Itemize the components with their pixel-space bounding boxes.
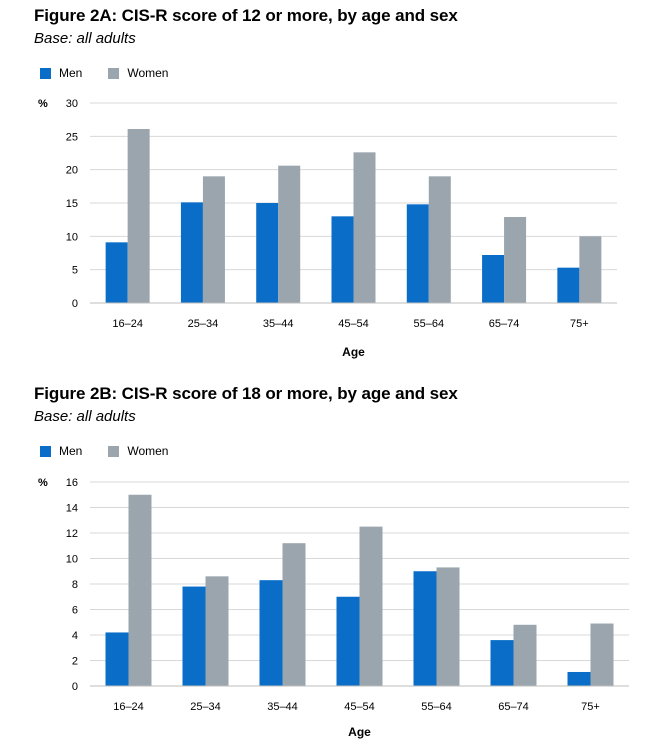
y-tick-label: 14 xyxy=(66,503,78,515)
x-tick-label: 45–54 xyxy=(344,701,375,713)
legend-item-men: Men xyxy=(40,66,82,80)
x-tick-label: 55–64 xyxy=(421,701,452,713)
x-tick-label: 45–54 xyxy=(338,318,369,330)
x-axis-label: Age xyxy=(348,725,371,739)
y-tick-label: 6 xyxy=(72,605,78,617)
bar-men-1 xyxy=(182,586,206,686)
bar-women-0 xyxy=(127,129,150,303)
bar-men-5 xyxy=(490,640,514,686)
legend-item-women: Women xyxy=(108,444,168,458)
y-tick-label: 10 xyxy=(66,554,78,566)
bar-men-2 xyxy=(259,580,283,686)
bar-men-0 xyxy=(105,632,129,686)
figure-2b: Figure 2B: CIS-R score of 18 or more, by… xyxy=(0,378,666,746)
y-tick-label: 16 xyxy=(66,477,78,489)
legend: Men Women xyxy=(40,444,194,458)
x-tick-label: 75+ xyxy=(581,701,600,713)
chart-subtitle: Base: all adults xyxy=(34,30,136,47)
y-tick-label: 15 xyxy=(66,198,78,210)
y-tick-label: 2 xyxy=(72,656,78,668)
legend-label-women: Women xyxy=(127,66,169,80)
y-tick-label: 25 xyxy=(66,131,78,143)
bar-women-0 xyxy=(128,494,152,686)
bar-men-0 xyxy=(105,242,128,303)
y-axis-label: % xyxy=(38,477,48,489)
x-axis-label: Age xyxy=(342,345,365,359)
y-tick-label: 8 xyxy=(72,579,78,591)
x-tick-label: 65–74 xyxy=(489,318,520,330)
legend-label-men: Men xyxy=(59,444,83,458)
x-tick-label: 16–24 xyxy=(113,701,144,713)
bar-men-6 xyxy=(567,671,591,686)
chart-title: Figure 2B: CIS-R score of 18 or more, by… xyxy=(34,384,458,403)
x-tick-label: 75+ xyxy=(570,318,589,330)
bar-men-3 xyxy=(331,216,354,303)
bar-women-6 xyxy=(590,623,614,686)
bar-women-3 xyxy=(359,526,383,686)
x-tick-label: 25–34 xyxy=(190,701,221,713)
legend-swatch-men xyxy=(40,445,51,457)
bar-men-4 xyxy=(406,204,429,303)
legend-item-women: Women xyxy=(108,66,168,80)
legend-item-men: Men xyxy=(40,444,82,458)
bar-women-6 xyxy=(579,236,602,303)
x-tick-label: 25–34 xyxy=(188,318,219,330)
y-tick-label: 0 xyxy=(72,298,78,310)
bar-men-6 xyxy=(557,267,580,303)
x-tick-label: 35–44 xyxy=(263,318,294,330)
y-tick-label: 20 xyxy=(66,165,78,177)
y-tick-label: 12 xyxy=(66,528,78,540)
bar-chart-2a: 0 5 10 15 20 25 30% 16–24 25–34 35–44 45–54 55–64 65… xyxy=(38,98,617,359)
legend-label-women: Women xyxy=(127,444,169,458)
bar-women-4 xyxy=(428,176,451,303)
bar-women-4 xyxy=(436,567,460,686)
figure-2a: Figure 2A: CIS-R score of 12 or more, by… xyxy=(0,0,666,372)
bar-men-5 xyxy=(482,255,505,303)
y-tick-label: 30 xyxy=(66,98,78,110)
legend-label-men: Men xyxy=(59,66,83,80)
bar-women-1 xyxy=(205,576,229,686)
bar-women-2 xyxy=(282,543,306,686)
y-tick-label: 10 xyxy=(66,231,78,243)
legend-swatch-women xyxy=(108,67,120,79)
legend-swatch-men xyxy=(40,67,51,79)
bar-women-5 xyxy=(504,217,527,303)
legend-swatch-women xyxy=(108,445,120,457)
bar-women-2 xyxy=(278,165,301,303)
bar-chart-2b: 0 2 4 6 8 10 12 14 16% 16–24 25–34 35–44 45–54 55–64 6… xyxy=(38,477,629,739)
y-axis-label: % xyxy=(38,98,48,110)
x-tick-label: 35–44 xyxy=(267,701,298,713)
chart-subtitle: Base: all adults xyxy=(34,408,136,425)
x-tick-label: 55–64 xyxy=(413,318,444,330)
bar-women-1 xyxy=(202,176,225,303)
y-tick-label: 0 xyxy=(72,681,78,693)
x-tick-label: 65–74 xyxy=(498,701,529,713)
y-tick-label: 4 xyxy=(72,630,78,642)
bar-men-4 xyxy=(413,571,437,686)
legend: Men Women xyxy=(40,66,194,80)
bar-women-3 xyxy=(353,152,376,303)
bar-men-3 xyxy=(336,596,360,686)
bar-men-1 xyxy=(180,202,203,303)
x-tick-label: 16–24 xyxy=(112,318,143,330)
bar-women-5 xyxy=(513,624,537,686)
bar-men-2 xyxy=(256,203,279,303)
y-tick-label: 5 xyxy=(72,265,78,277)
chart-title: Figure 2A: CIS-R score of 12 or more, by… xyxy=(34,6,458,25)
